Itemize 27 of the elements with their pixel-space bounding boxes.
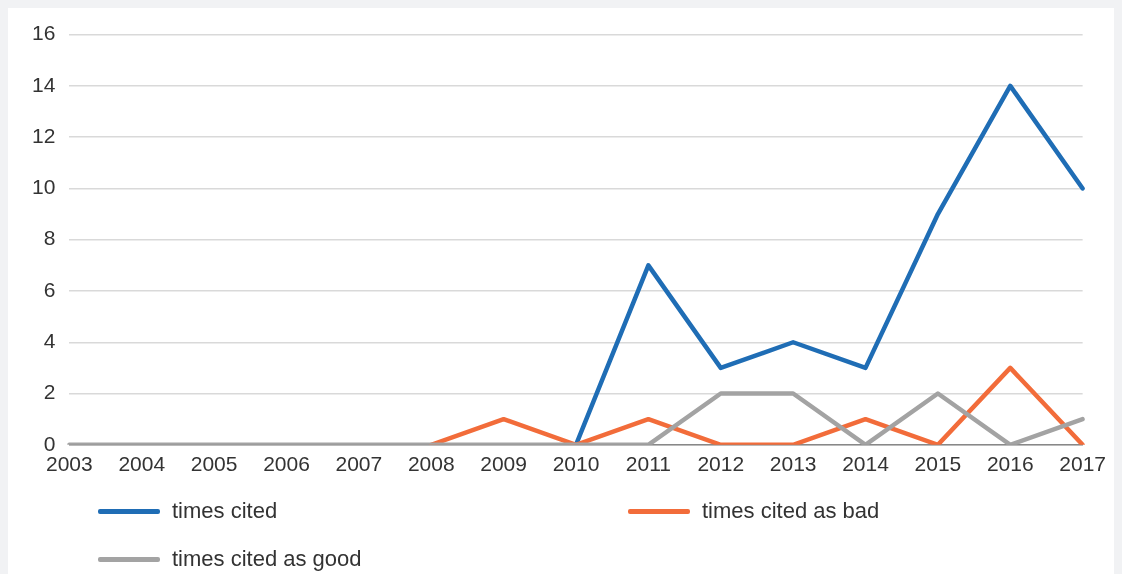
- x-tick-label: 2010: [552, 452, 600, 476]
- legend-label: times cited as good: [172, 546, 362, 572]
- y-tick-label: 4: [43, 329, 56, 353]
- x-tick-label: 2009: [480, 452, 527, 476]
- x-tick-label: 2005: [190, 452, 238, 476]
- x-tick-label: 2015: [914, 452, 962, 476]
- legend-label: times cited as bad: [702, 498, 880, 524]
- x-tick-label: 2006: [263, 452, 310, 476]
- x-tick-label: 2017: [1059, 452, 1106, 476]
- y-tick-label: 14: [32, 72, 56, 96]
- x-tick-label: 2014: [842, 452, 890, 476]
- y-tick-label: 0: [43, 431, 56, 455]
- x-tick-label: 2007: [335, 452, 383, 476]
- x-tick-label: 2003: [46, 452, 93, 476]
- x-tick-label: 2016: [986, 452, 1034, 476]
- x-tick-label: 2011: [625, 452, 671, 476]
- y-tick-label: 8: [43, 226, 56, 250]
- y-tick-label: 12: [32, 123, 56, 147]
- y-tick-label: 6: [43, 277, 56, 301]
- x-tick-label: 2008: [407, 452, 455, 476]
- y-tick-label: 10: [32, 175, 56, 199]
- x-tick-label: 2004: [118, 452, 166, 476]
- x-tick-label: 2013: [769, 452, 817, 476]
- x-tick-label: 2012: [697, 452, 745, 476]
- legend-label: times cited: [172, 498, 278, 524]
- y-tick-label: 16: [32, 21, 56, 45]
- y-tick-label: 2: [43, 380, 56, 404]
